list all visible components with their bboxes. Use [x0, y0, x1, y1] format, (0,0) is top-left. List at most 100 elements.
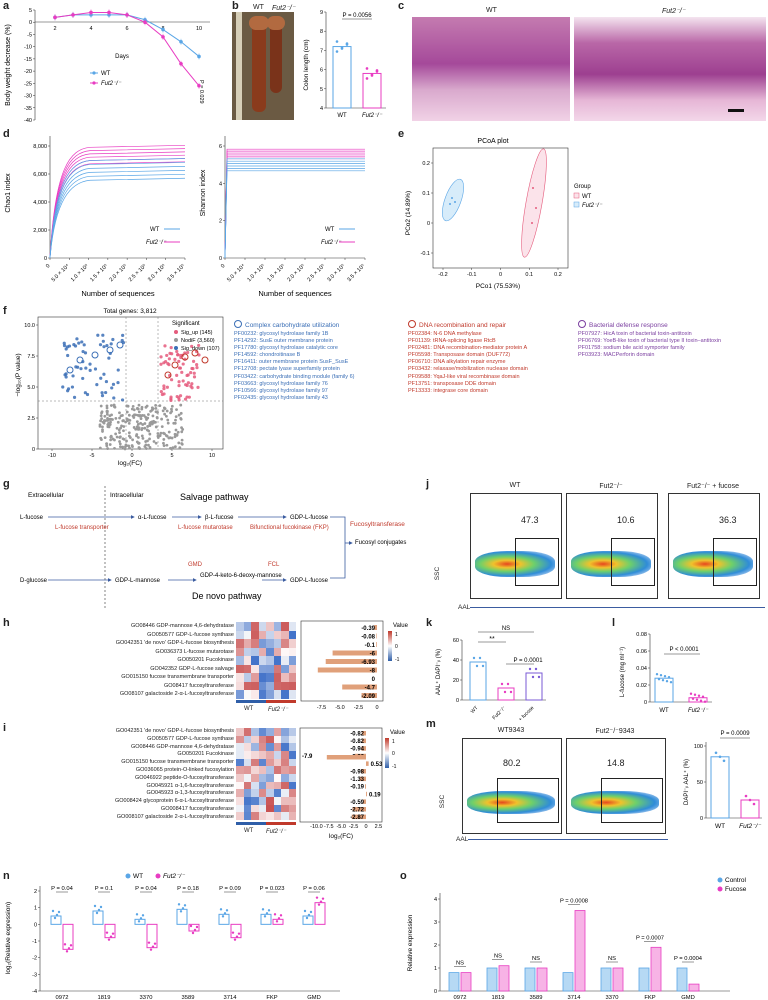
b-ytick: 8: [320, 29, 323, 35]
heat-cell: [258, 690, 266, 699]
heat-cell: [288, 796, 296, 805]
h-fc-value: -4.7: [365, 686, 376, 692]
d-shannon-curve: [224, 158, 365, 259]
f-point-ns: [173, 432, 177, 436]
o-stat: P = 0.0008: [560, 899, 588, 905]
f-point-ns: [179, 416, 183, 420]
heat-cell: [258, 673, 266, 682]
g-denovo-title: De novo pathway: [192, 591, 262, 601]
b-colon-photo: [232, 12, 294, 120]
h-fc-value: -2.09: [361, 694, 375, 700]
f-title: Total genes: 3,812: [103, 308, 157, 315]
f-point-ns: [118, 442, 122, 446]
heat-cell: [281, 789, 289, 797]
heat-cell: [236, 750, 244, 759]
o-bar: [638, 967, 650, 992]
f-point-ns: [108, 443, 112, 446]
n-bar: [50, 915, 62, 925]
i-row-label: GO050201 Fucokinase: [177, 751, 234, 758]
n-bar: [188, 923, 200, 932]
j-plot: 47.3: [470, 493, 562, 599]
f-point-up: [162, 384, 166, 388]
panel-l-chart: L-fucose (mg ml⁻¹) 0.08 0.06 0.04 0.02 0 P <…: [620, 632, 712, 714]
heat-cell: [251, 812, 259, 820]
i-fc-value: 0.53: [371, 762, 383, 768]
o-category: 3370: [606, 995, 619, 1000]
o-legend-fucose: Fucose: [725, 886, 747, 893]
m-plot: 80.2: [462, 738, 562, 834]
heat-cell: [236, 758, 244, 767]
f-group-item: PF03432: relaxase/mobilization nuclease …: [408, 366, 528, 373]
m-gate: [601, 778, 663, 823]
l-ytick: 0.06: [636, 649, 647, 655]
f-ytick: 10.0: [24, 323, 35, 329]
d1-xtick: 3.5 × 10⁵: [166, 262, 187, 283]
f-point-ns: [109, 438, 113, 442]
i-legend-title: Value: [390, 730, 406, 736]
a-point: [53, 15, 57, 20]
d2-xtick: 3.0 × 10⁵: [326, 262, 347, 283]
h-fc-value: -6.93: [361, 660, 375, 666]
h-fc-bars: -0.39 -0.08 -0.1 -6 -6.93 -8 0 -4.7 -2.09 -7.5 -5…: [300, 620, 409, 711]
f-point-ns: [147, 429, 151, 433]
heat-cell: [266, 664, 274, 674]
f-point-ns: [169, 411, 172, 415]
i-row-label: GO045921 α-1,6-fucosyltransferase: [146, 782, 234, 789]
a-xtick: 6: [125, 26, 128, 32]
f-point-ns: [132, 426, 136, 429]
heat-cell: [251, 664, 259, 674]
m-cat-wt: WT: [715, 823, 725, 830]
h-row-label: GO050577 GDP-L-fucose synthase: [147, 631, 234, 638]
f-group-item: PF06710: DNA alkylation repair enzyme: [408, 359, 506, 366]
d1-ytick: 2,000: [33, 228, 47, 234]
g-salvage-title: Salvage pathway: [180, 492, 249, 502]
heat-cell: [243, 812, 251, 820]
a-ytick: 0: [29, 20, 32, 26]
g-enz-gmd: GMD: [188, 562, 203, 568]
o-bar: [688, 983, 700, 992]
f-group-item: PF12708: pectate lyase superfamily prote…: [234, 366, 340, 373]
g-intracellular: Intracellular: [110, 492, 144, 499]
heat-cell: [266, 673, 274, 682]
l-ytick: 0.08: [636, 632, 647, 638]
d1-xtick: 3.0 × 10⁵: [146, 262, 167, 283]
heat-cell: [251, 796, 259, 805]
f-point-ns: [155, 416, 159, 420]
m-ytick: 50: [697, 780, 703, 786]
f-point-ns: [173, 435, 177, 439]
f-point-ns: [105, 442, 108, 446]
heat-cell: [266, 681, 274, 691]
o-ylabel: Relative expression: [407, 914, 414, 971]
a-stat: P = 0.029: [198, 80, 204, 104]
f-point-ns: [148, 446, 152, 449]
n-bar: [260, 913, 272, 925]
f-group-item: PF02481: DNA recombination-mediator prot…: [408, 345, 528, 352]
f-point-ns: [103, 436, 107, 440]
n-legend-wt: WT: [133, 873, 143, 880]
f-point-ns: [123, 447, 127, 451]
f-point-down: [120, 338, 124, 343]
o-category: 3589: [530, 995, 543, 1000]
f-point-ns: [125, 410, 129, 414]
heat-cell: [266, 781, 274, 790]
h-fc-value: -0.08: [361, 635, 375, 641]
d-shannon-curve: [224, 158, 365, 259]
f-point-ns: [158, 434, 162, 437]
panel-f-label: f: [3, 305, 7, 317]
n-bar: [92, 910, 104, 925]
d-shannon-curve: [224, 165, 365, 259]
n-ytick: 1: [34, 906, 37, 912]
heat-cell: [281, 690, 289, 699]
o-bar: [562, 972, 574, 992]
f-ytick: 0: [32, 447, 35, 453]
f-point-down: [93, 367, 98, 371]
f-point-ns: [147, 443, 150, 447]
f-point-down: [70, 385, 75, 389]
f-point-down: [111, 337, 115, 342]
i-fc-value: -0.59: [350, 800, 364, 806]
f-point-up: [176, 353, 180, 357]
i-row-labels: GO042351 'de novo' GDP-L-fucose biosynth…: [6, 728, 234, 822]
f-group-item: PF13333: integrase core domain: [408, 387, 488, 394]
f-point-ns: [119, 445, 122, 449]
f-point-ns: [180, 426, 183, 430]
